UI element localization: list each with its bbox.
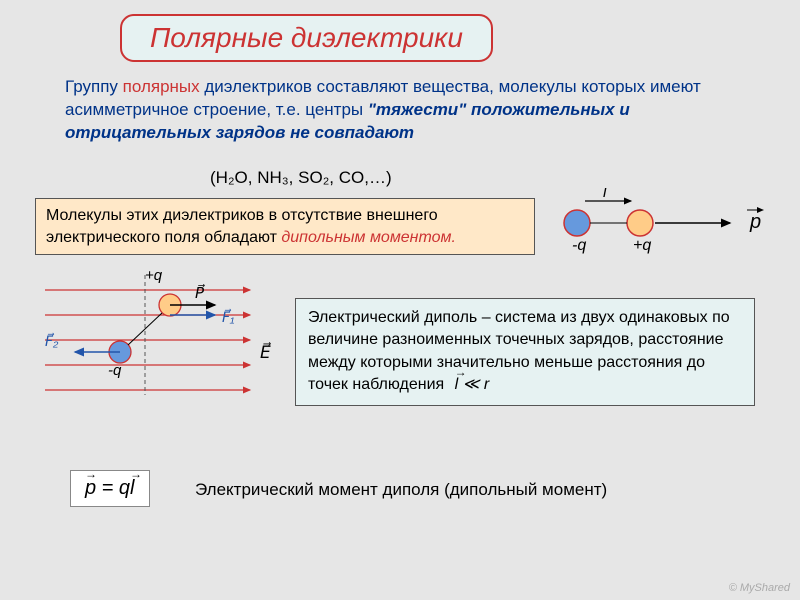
e-label: E⃗: [260, 341, 271, 362]
p-vector-label: p: [749, 211, 761, 233]
intro-paragraph: Группу полярных диэлектриков составляют …: [65, 76, 705, 145]
dipole-moment-note: Молекулы этих диэлектриков в отсутствие …: [35, 198, 535, 255]
molecule-examples: (H₂O, NH₃, SO₂, CO,…): [210, 168, 392, 188]
f2-label: F⃗₂: [45, 332, 59, 349]
plus-q-label: +q: [145, 267, 163, 284]
l-vector-label: l: [603, 188, 607, 201]
red-term: полярных: [123, 77, 200, 96]
moment-equation: p = ql: [70, 470, 150, 507]
field-diagram: -q +q P⃗ F⃗₁ F⃗₂ E⃗: [40, 260, 290, 400]
page-title: Полярные диэлектрики: [120, 14, 493, 62]
equation-label: Электрический момент диполя (дипольный м…: [195, 480, 607, 500]
dipole-diagram: -q +q l p: [555, 188, 785, 258]
text: Электрический диполь – система из двух о…: [308, 309, 730, 393]
negative-charge-icon: [564, 210, 590, 236]
minus-q-label: -q: [108, 362, 122, 379]
dipole-definition: Электрический диполь – система из двух о…: [295, 298, 755, 406]
red-italic-term: дипольным моментом.: [281, 229, 456, 246]
text: Группу: [65, 77, 123, 96]
positive-charge-icon: [627, 210, 653, 236]
plus-q-label: +q: [633, 237, 651, 254]
p-label: P⃗: [195, 283, 205, 302]
minus-q-label: -q: [572, 237, 586, 254]
condition: l ≪ r: [455, 376, 490, 393]
f1-label: F⃗₁: [222, 308, 235, 325]
watermark: © MyShared: [729, 582, 790, 594]
